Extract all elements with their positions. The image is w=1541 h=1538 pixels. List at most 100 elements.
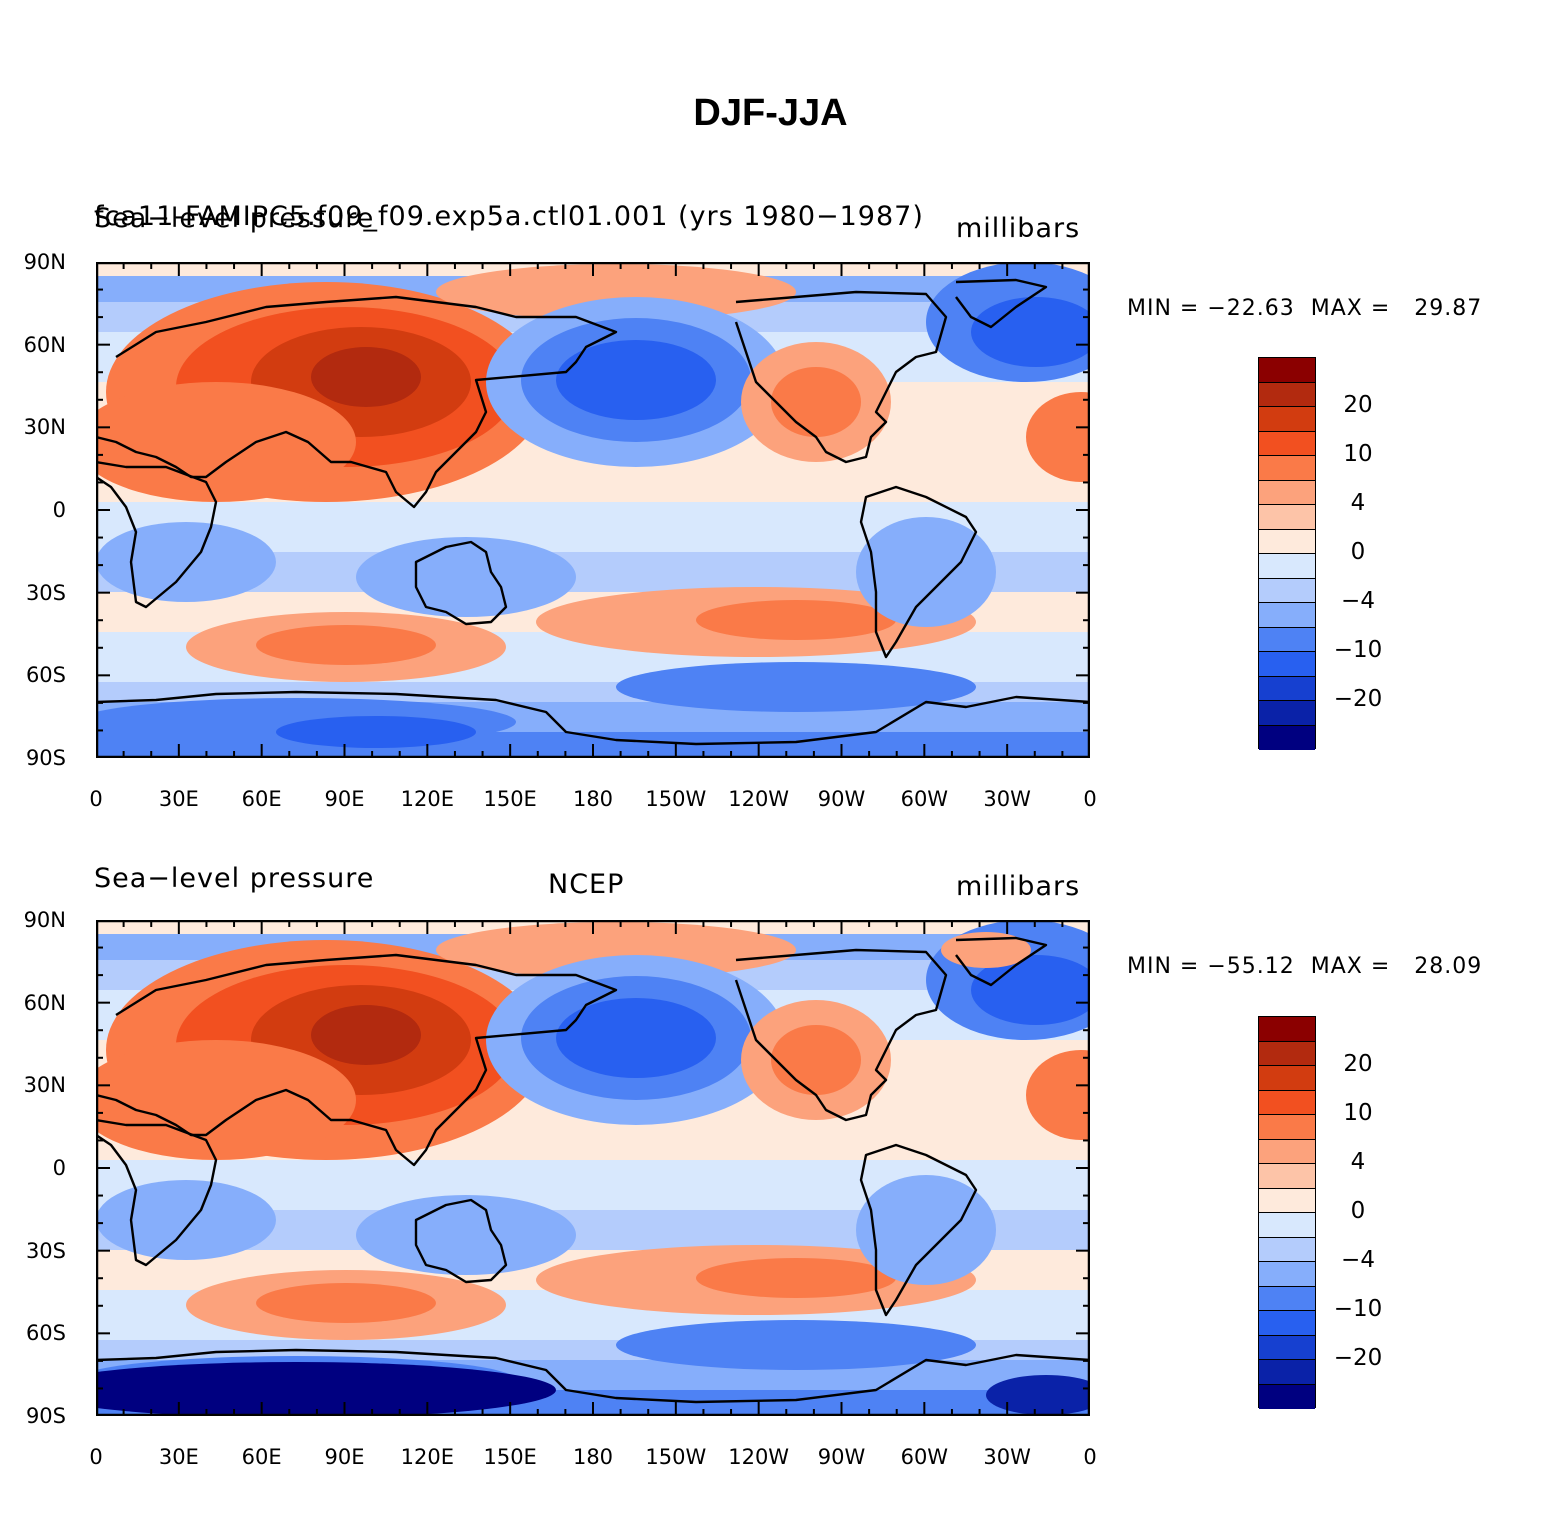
coastline (859, 1143, 978, 1317)
contour-region (356, 1195, 576, 1275)
lon-tick-label: 0 (89, 1445, 103, 1469)
lon-tick-label: 150W (645, 787, 707, 811)
coastline (95, 690, 1091, 746)
colorbar-swatch (1259, 480, 1315, 505)
min-max-readout: MIN = −55.12 MAX = 28.09 (1127, 954, 1483, 979)
contour-region (771, 1025, 861, 1095)
lon-tick-label: 90W (817, 1445, 866, 1469)
coastline (859, 485, 978, 659)
colorbar-swatch (1259, 1115, 1315, 1140)
colorbar-swatch (1259, 456, 1315, 481)
colorbar-swatch (1259, 1164, 1315, 1189)
panel-left-title: Sea−level pressure (94, 863, 375, 894)
contour-region (941, 932, 1031, 968)
lat-tick-label: 90N (23, 250, 66, 274)
map-model (76, 261, 1136, 759)
lon-tick-label: 0 (1083, 1445, 1097, 1469)
panel-center-title: fca11-FAMIPC5.f09_f09.exp5a.ctl01.001 (y… (94, 201, 924, 232)
lon-tick-label: 150W (645, 1445, 707, 1469)
lon-tick-label: 60E (241, 1445, 282, 1469)
colorbar-swatch (1259, 1360, 1315, 1385)
contour-region (96, 522, 276, 602)
contour-region (696, 1258, 896, 1298)
lon-tick-label: 30E (158, 787, 199, 811)
lon-tick-label: 60W (900, 787, 949, 811)
colorbar-swatch (1259, 1188, 1315, 1213)
lon-tick-label: 60W (900, 1445, 949, 1469)
panel-units: millibars (956, 871, 1081, 902)
coastline (414, 540, 508, 626)
colorbar-swatch (1259, 1041, 1315, 1066)
contour-region (76, 1040, 356, 1160)
lat-tick-label: 90S (25, 1404, 66, 1428)
contour-region (696, 600, 896, 640)
figure-title: DJF-JJA (693, 92, 848, 134)
coastline (734, 948, 948, 1122)
coastline (955, 936, 1048, 987)
panel-ncep: Sea−level pressure NCEP millibars 90N 60N… (0, 0, 1541, 1469)
colorbar-label: 4 (1350, 490, 1366, 516)
lat-tick-label: 60N (23, 990, 66, 1015)
colorbar-swatch (1259, 1286, 1315, 1311)
lon-tick-label: 0 (89, 787, 103, 811)
lon-tick-label: 180 (572, 1445, 614, 1469)
colorbar-swatch (1259, 1017, 1315, 1042)
coastline (95, 460, 218, 609)
lat-tick-label: 90N (23, 908, 66, 932)
colorbar-swatch (1259, 1335, 1315, 1360)
lon-tick-label: 90E (324, 1445, 365, 1469)
contour-region (276, 716, 476, 748)
colorbar (1258, 357, 1316, 750)
colorbar-swatch (1259, 358, 1315, 383)
panel-left-title: Sea−level pressure (94, 203, 375, 234)
lat-tick-label: 90S (25, 746, 66, 770)
contour-region (556, 340, 716, 420)
colorbar-swatch (1259, 1139, 1315, 1164)
colorbar-label: 4 (1350, 1149, 1366, 1175)
lat-tick-label: 30S (25, 580, 66, 605)
colorbar-swatch (1259, 1090, 1315, 1115)
colorbar-label: 10 (1343, 441, 1373, 467)
colorbar-swatch (1259, 1262, 1315, 1287)
lon-tick-label: 30E (158, 1445, 199, 1469)
lon-tick-label: 150E (483, 787, 537, 811)
lon-tick-label: 120E (400, 787, 454, 811)
contour-region (356, 537, 576, 617)
colorbar-label: −20 (1333, 1345, 1383, 1371)
colorbar-label: −4 (1341, 1247, 1375, 1273)
lat-tick-label: 30N (23, 1073, 66, 1098)
colorbar-swatch (1259, 1237, 1315, 1262)
colorbar-label: 20 (1343, 1051, 1373, 1077)
colorbar-swatch (1259, 725, 1315, 750)
contour-region (556, 998, 716, 1078)
lon-tick-label: 120E (400, 1445, 454, 1469)
contour-region (856, 517, 996, 627)
colorbar-swatch (1259, 676, 1315, 701)
panel-units: millibars (956, 213, 1081, 244)
colorbar-swatch (1259, 431, 1315, 456)
contour-region (436, 922, 796, 978)
lon-tick-label: 120W (728, 1445, 790, 1469)
contour-region (36, 1362, 556, 1418)
coastline (734, 290, 948, 464)
coastline (95, 953, 618, 1167)
contour-region (256, 1283, 436, 1323)
colorbar-swatch (1259, 603, 1315, 628)
lat-tick-label: 60S (25, 1321, 66, 1346)
contour-region (971, 297, 1101, 367)
colorbar-swatch (1259, 529, 1315, 554)
panel-model: Sea−level pressure fca11-FAMIPC5.f09_f09… (0, 0, 1541, 811)
contour-region (311, 1005, 421, 1065)
colorbar (1258, 1016, 1316, 1409)
lat-tick-label: 0 (52, 1156, 66, 1180)
lat-tick-label: 30S (25, 1238, 66, 1263)
colorbar-swatch (1259, 652, 1315, 677)
colorbar-swatch (1259, 1066, 1315, 1091)
contour-region (616, 662, 976, 712)
lat-tick-label: 60N (23, 332, 66, 357)
lon-tick-label: 90E (324, 787, 365, 811)
contour-region (856, 1175, 996, 1285)
colorbar-swatch (1259, 1311, 1315, 1336)
lat-tick-label: 0 (52, 498, 66, 522)
lon-tick-label: 0 (1083, 787, 1097, 811)
